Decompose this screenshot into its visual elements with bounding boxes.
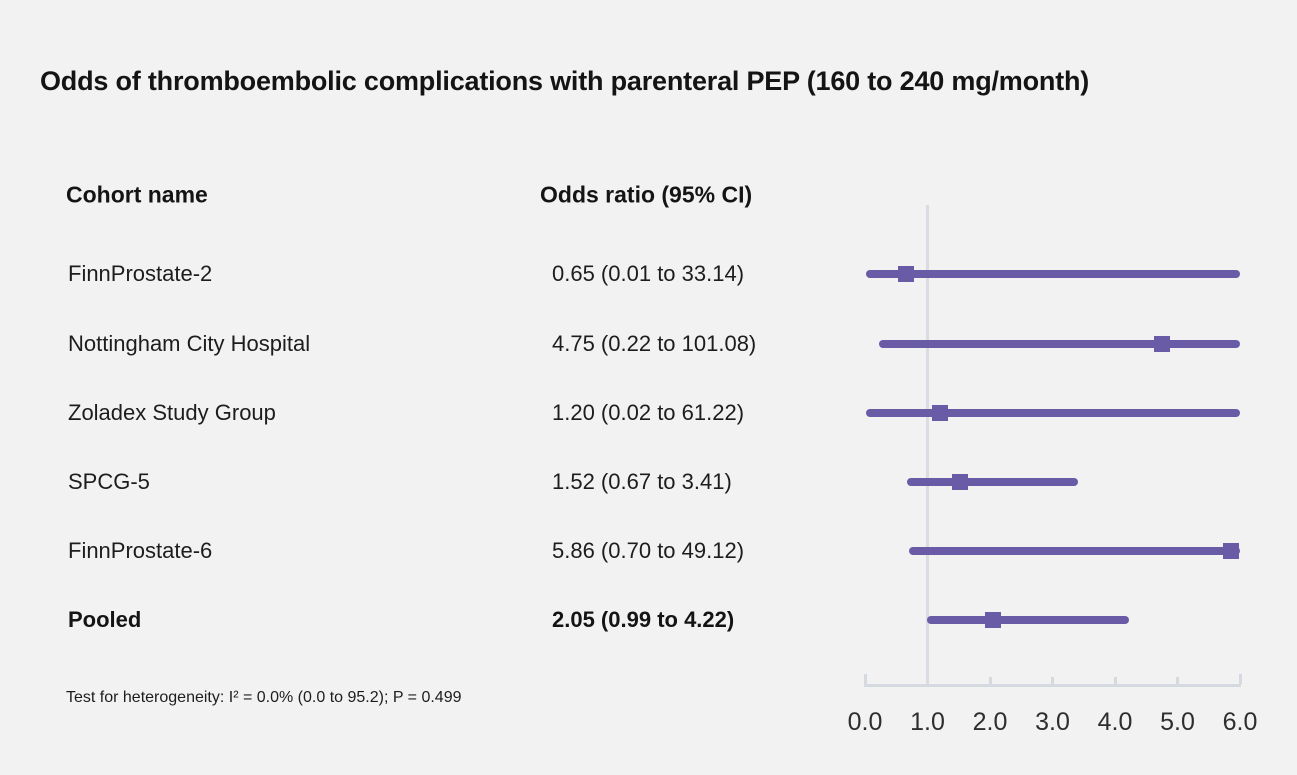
x-axis-tick [1176, 677, 1179, 684]
odds-ratio-value-pooled: 2.05 (0.99 to 4.22) [552, 607, 735, 632]
odds-ratio-value: 1.20 (0.02 to 61.22) [552, 400, 745, 425]
odds-ratio-value: 5.86 (0.70 to 49.12) [552, 538, 745, 563]
heterogeneity-footnote: Test for heterogeneity: I² = 0.0% (0.0 t… [66, 689, 462, 706]
cohort-label: SPCG-5 [68, 469, 150, 494]
point-estimate-marker [932, 405, 948, 421]
cohort-label: FinnProstate-6 [68, 538, 213, 563]
cohort-label-pooled: Pooled [68, 607, 142, 632]
x-axis-tick [863, 674, 867, 684]
point-estimate-marker [952, 474, 968, 490]
x-axis-tick-label: 0.0 [847, 708, 883, 736]
confidence-interval-bar [908, 547, 1240, 555]
x-axis-tick [1238, 674, 1242, 684]
confidence-interval-bar [866, 409, 1240, 417]
x-axis-tick-label: 6.0 [1222, 708, 1258, 736]
confidence-interval-bar [878, 340, 1240, 348]
cohort-label: Zoladex Study Group [68, 400, 276, 425]
odds-ratio-value: 1.52 (0.67 to 3.41) [552, 469, 732, 494]
x-axis-tick [1051, 677, 1054, 684]
chart-title: Odds of thromboembolic complications wit… [40, 66, 1090, 96]
x-axis-tick [988, 677, 992, 684]
confidence-interval-bar [906, 478, 1079, 486]
reference-line-at-1 [926, 205, 929, 687]
x-axis-tick-label: 3.0 [1035, 708, 1070, 736]
x-axis-tick [1113, 677, 1117, 684]
point-estimate-marker [1223, 543, 1240, 559]
confidence-interval-bar [926, 616, 1129, 624]
x-axis-tick-label: 5.0 [1160, 708, 1195, 736]
column-header-odds-ratio: Odds ratio (95% CI) [540, 181, 753, 208]
x-axis-tick-label: 4.0 [1097, 708, 1133, 736]
pooled-estimate-marker [985, 612, 1002, 628]
confidence-interval-bar [865, 270, 1240, 278]
point-estimate-marker [897, 266, 914, 282]
odds-ratio-value: 0.65 (0.01 to 33.14) [552, 261, 745, 286]
x-axis-line [864, 684, 1241, 687]
x-axis-tick-label: 1.0 [910, 708, 945, 736]
cohort-label: FinnProstate-2 [68, 261, 213, 286]
x-axis-tick-label: 2.0 [972, 708, 1008, 736]
column-header-cohort-name: Cohort name [66, 181, 208, 208]
cohort-label: Nottingham City Hospital [68, 331, 311, 356]
odds-ratio-value: 4.75 (0.22 to 101.08) [552, 331, 757, 356]
point-estimate-marker [1153, 336, 1170, 352]
